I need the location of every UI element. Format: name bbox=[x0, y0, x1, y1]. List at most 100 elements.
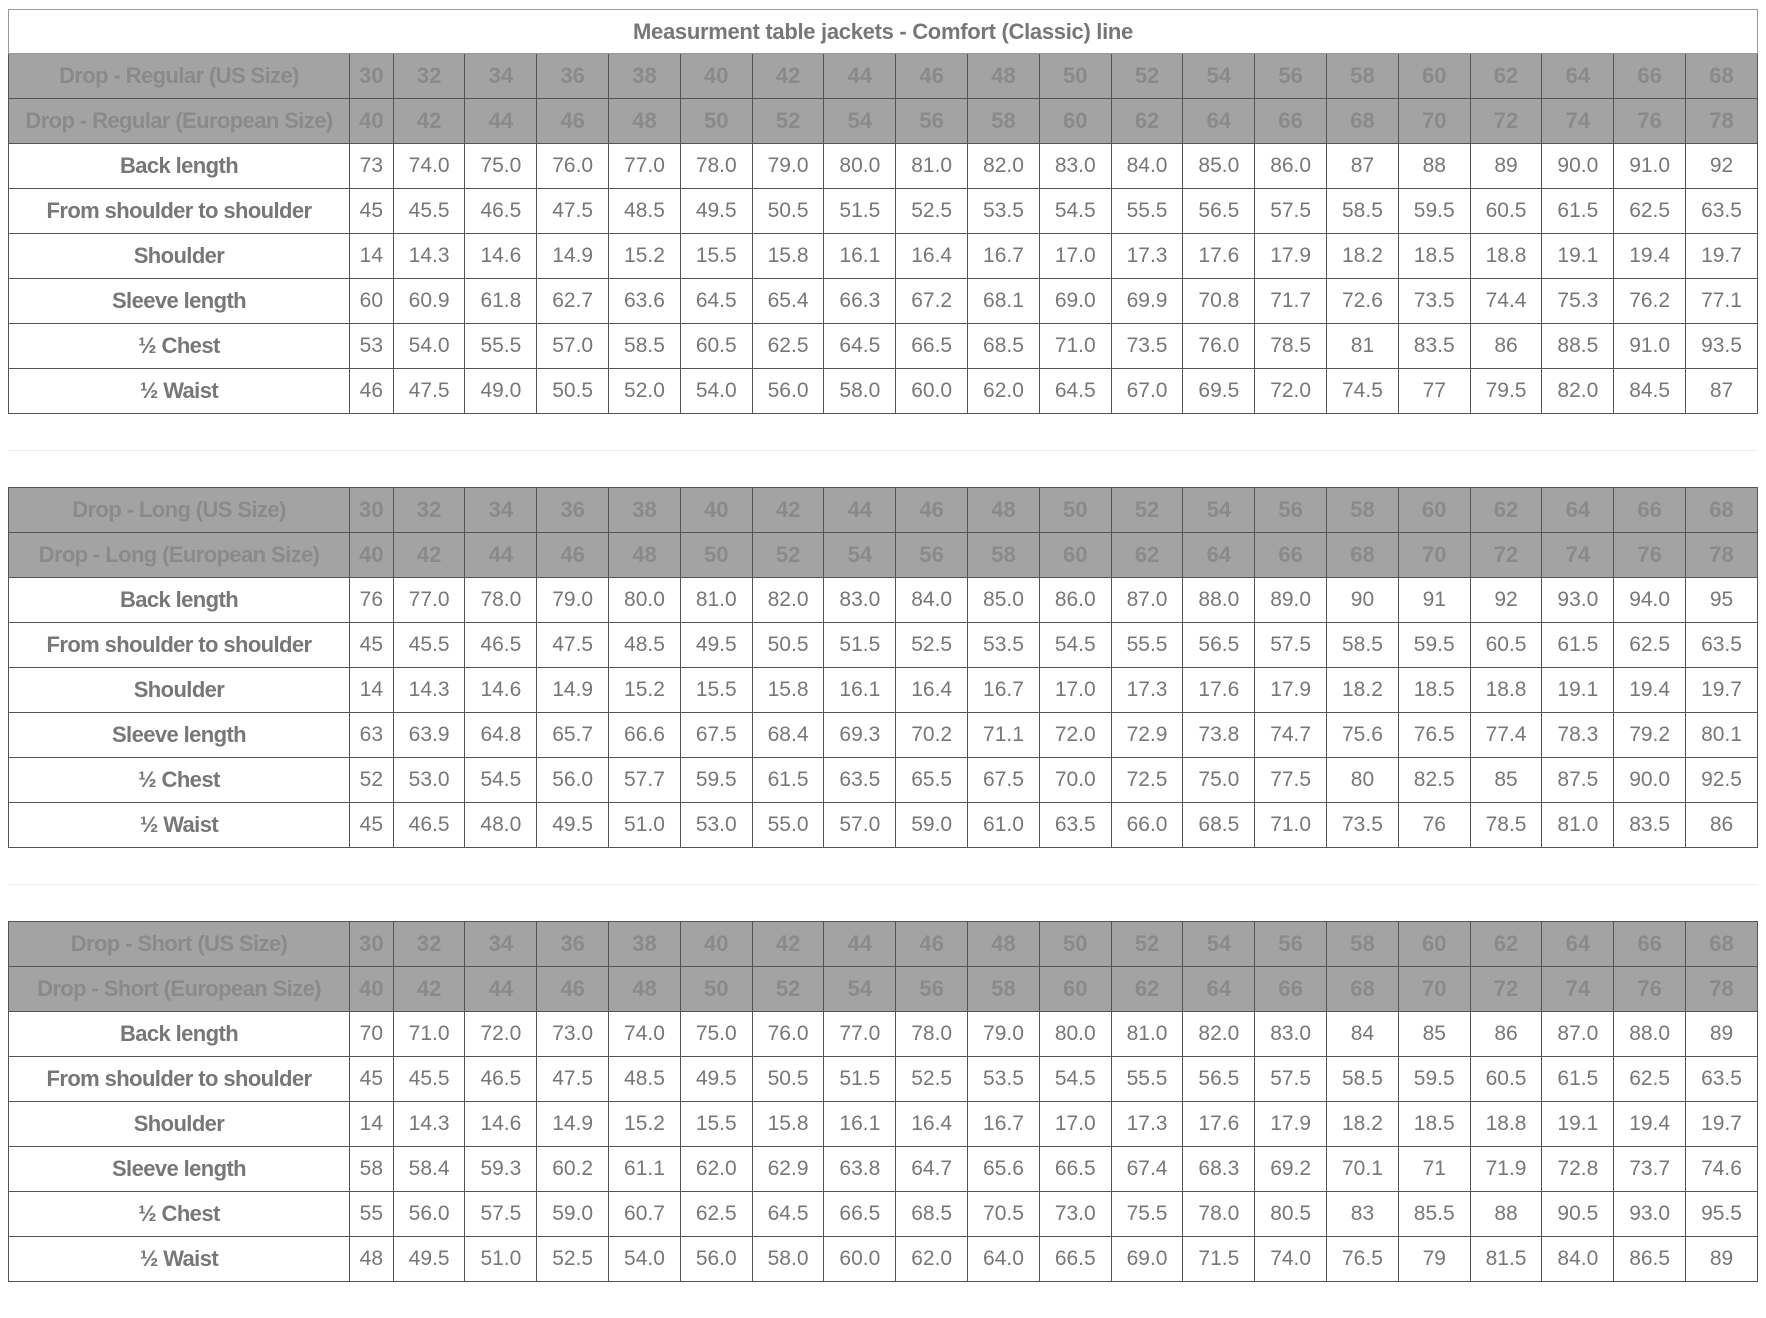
value-cell: 64.8 bbox=[464, 712, 538, 758]
value-cell: 79.5 bbox=[1469, 368, 1543, 414]
value-cell: 16.7 bbox=[967, 233, 1040, 279]
value-cell: 75.6 bbox=[1326, 712, 1399, 758]
value-cell: 17.0 bbox=[1038, 667, 1112, 713]
value-cell: 71.5 bbox=[1182, 1236, 1256, 1282]
value-cell: 85.0 bbox=[1182, 143, 1256, 189]
value-cell: 88.0 bbox=[1182, 577, 1256, 623]
size-header-cell: 72 bbox=[1469, 532, 1543, 578]
row-label: ½ Chest bbox=[8, 323, 350, 369]
value-cell: 77 bbox=[1397, 368, 1471, 414]
value-cell: 73.8 bbox=[1182, 712, 1256, 758]
value-cell: 15.2 bbox=[608, 233, 681, 279]
value-cell: 58.0 bbox=[823, 368, 897, 414]
value-cell: 72.0 bbox=[1038, 712, 1112, 758]
size-header-cell: 70 bbox=[1397, 98, 1471, 144]
eu-size-header-row: Drop - Long (European Size) 40 42 44 46 48 50 5… bbox=[8, 532, 1758, 578]
value-cell: 16.1 bbox=[823, 1101, 897, 1147]
value-cell: 84 bbox=[1326, 1011, 1399, 1057]
size-header-cell: 68 bbox=[1326, 98, 1399, 144]
size-header-cell: 60 bbox=[1397, 53, 1471, 99]
value-cell: 86.5 bbox=[1613, 1236, 1687, 1282]
size-header-cell: 74 bbox=[1541, 966, 1615, 1012]
value-cell: 18.8 bbox=[1469, 1101, 1543, 1147]
size-header-cell: 40 bbox=[679, 487, 753, 533]
value-cell: 46.5 bbox=[464, 622, 538, 668]
size-header-cell: 48 bbox=[967, 53, 1040, 99]
value-cell: 56.0 bbox=[679, 1236, 753, 1282]
value-cell: 61.1 bbox=[608, 1146, 681, 1192]
value-cell: 76.0 bbox=[1182, 323, 1256, 369]
size-header-cell: 50 bbox=[679, 966, 753, 1012]
value-cell: 17.6 bbox=[1182, 667, 1256, 713]
value-cell: 46.5 bbox=[464, 1056, 538, 1102]
value-cell: 67.5 bbox=[679, 712, 753, 758]
value-cell: 61.8 bbox=[464, 278, 538, 324]
header-label: Drop - Long (US Size) bbox=[8, 487, 350, 533]
size-header-cell: 54 bbox=[823, 98, 897, 144]
value-cell: 71.0 bbox=[392, 1011, 466, 1057]
size-header-cell: 68 bbox=[1326, 532, 1399, 578]
value-cell: 45 bbox=[349, 188, 394, 234]
value-cell: 92 bbox=[1469, 577, 1543, 623]
table-row: From shoulder to shoulder 45 45.5 46.5 47.5 4… bbox=[8, 188, 1758, 234]
size-header-cell: 64 bbox=[1182, 966, 1256, 1012]
spacer-cell bbox=[8, 847, 1758, 885]
value-cell: 70.1 bbox=[1326, 1146, 1399, 1192]
size-header-cell: 52 bbox=[1110, 921, 1184, 967]
size-header-cell: 46 bbox=[895, 487, 969, 533]
value-cell: 58.5 bbox=[1326, 1056, 1399, 1102]
size-header-cell: 50 bbox=[1038, 53, 1112, 99]
value-cell: 64.7 bbox=[895, 1146, 969, 1192]
value-cell: 83.5 bbox=[1613, 802, 1687, 848]
size-header-cell: 56 bbox=[1254, 921, 1328, 967]
value-cell: 58 bbox=[349, 1146, 394, 1192]
us-size-header-row: Drop - Short (US Size) 30 32 34 36 38 40 42 44 46… bbox=[8, 921, 1758, 967]
value-cell: 19.1 bbox=[1541, 233, 1615, 279]
value-cell: 78.5 bbox=[1469, 802, 1543, 848]
value-cell: 57.5 bbox=[1254, 622, 1328, 668]
value-cell: 14.6 bbox=[464, 667, 538, 713]
value-cell: 55 bbox=[349, 1191, 394, 1237]
value-cell: 14.3 bbox=[392, 1101, 466, 1147]
row-label: Sleeve length bbox=[8, 712, 350, 758]
value-cell: 56.0 bbox=[536, 757, 610, 803]
value-cell: 83.0 bbox=[1254, 1011, 1328, 1057]
size-header-cell: 78 bbox=[1685, 532, 1758, 578]
value-cell: 65.7 bbox=[536, 712, 610, 758]
value-cell: 48.5 bbox=[608, 1056, 681, 1102]
size-header-cell: 56 bbox=[1254, 487, 1328, 533]
value-cell: 71 bbox=[1397, 1146, 1471, 1192]
size-header-cell: 46 bbox=[536, 98, 610, 144]
value-cell: 67.4 bbox=[1110, 1146, 1184, 1192]
value-cell: 17.6 bbox=[1182, 233, 1256, 279]
size-header-cell: 62 bbox=[1110, 98, 1184, 144]
value-cell: 54.0 bbox=[608, 1236, 681, 1282]
value-cell: 16.4 bbox=[895, 667, 969, 713]
size-header-cell: 48 bbox=[967, 921, 1040, 967]
size-header-cell: 58 bbox=[1326, 921, 1399, 967]
size-header-cell: 64 bbox=[1182, 532, 1256, 578]
value-cell: 48.5 bbox=[608, 188, 681, 234]
value-cell: 85 bbox=[1397, 1011, 1471, 1057]
size-header-cell: 42 bbox=[392, 532, 466, 578]
value-cell: 69.9 bbox=[1110, 278, 1184, 324]
value-cell: 68.3 bbox=[1182, 1146, 1256, 1192]
value-cell: 47.5 bbox=[536, 1056, 610, 1102]
value-cell: 62.5 bbox=[1613, 188, 1687, 234]
value-cell: 60.9 bbox=[392, 278, 466, 324]
value-cell: 51.0 bbox=[608, 802, 681, 848]
value-cell: 60.0 bbox=[895, 368, 969, 414]
value-cell: 63.8 bbox=[823, 1146, 897, 1192]
value-cell: 73.0 bbox=[1038, 1191, 1112, 1237]
table-row: Shoulder 14 14.3 14.6 14.9 15.2 15.5 15.8 16.1 16… bbox=[8, 233, 1758, 279]
value-cell: 63.5 bbox=[1038, 802, 1112, 848]
size-header-cell: 66 bbox=[1613, 53, 1687, 99]
value-cell: 63.6 bbox=[608, 278, 681, 324]
value-cell: 91.0 bbox=[1613, 143, 1687, 189]
value-cell: 76.0 bbox=[751, 1011, 825, 1057]
value-cell: 77.0 bbox=[823, 1011, 897, 1057]
size-header-cell: 68 bbox=[1685, 53, 1758, 99]
size-header-cell: 54 bbox=[1182, 53, 1256, 99]
value-cell: 63.5 bbox=[1685, 1056, 1758, 1102]
value-cell: 18.5 bbox=[1397, 667, 1471, 713]
